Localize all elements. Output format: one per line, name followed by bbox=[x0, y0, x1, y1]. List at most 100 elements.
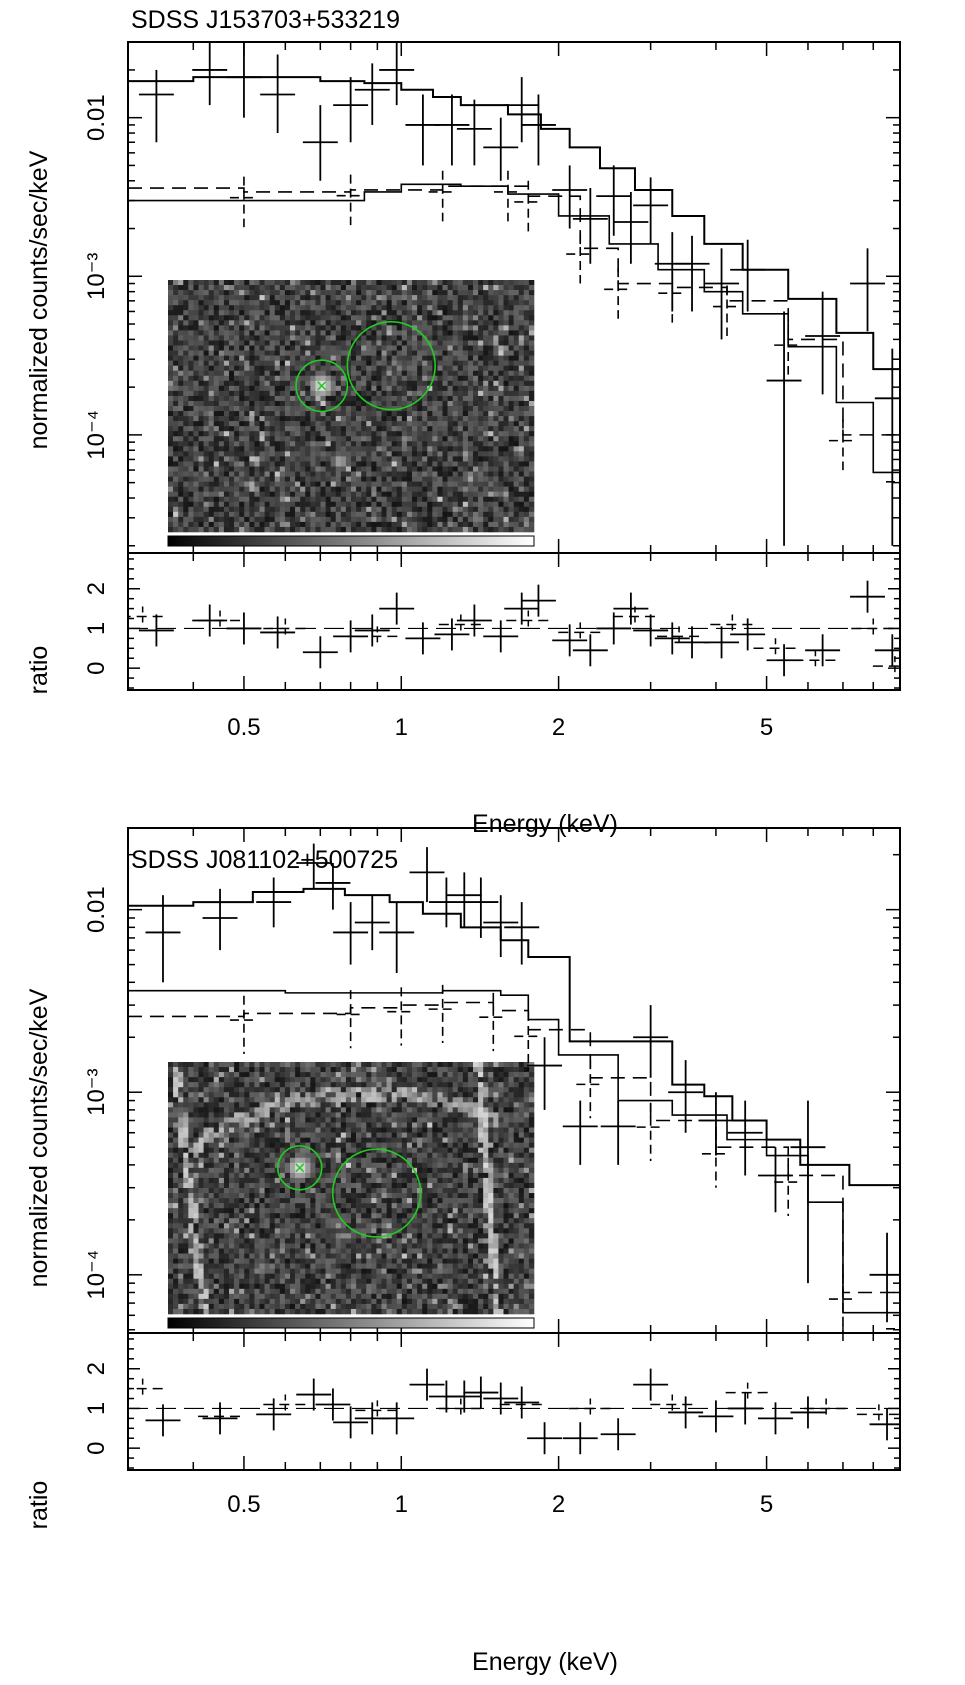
inset-pixel bbox=[290, 1082, 295, 1087]
inset-pixel bbox=[397, 492, 402, 497]
inset-pixel bbox=[458, 416, 463, 421]
inset-pixel bbox=[204, 325, 209, 330]
inset-pixel bbox=[463, 522, 468, 527]
inset-pixel bbox=[422, 456, 427, 461]
inset-pixel bbox=[305, 497, 310, 502]
inset-pixel bbox=[488, 492, 493, 497]
inset-pixel bbox=[199, 1102, 204, 1107]
inset-pixel bbox=[321, 1072, 326, 1077]
inset-pixel bbox=[265, 280, 270, 285]
inset-pixel bbox=[493, 487, 498, 492]
inset-pixel bbox=[366, 391, 371, 396]
inset-pixel bbox=[453, 1102, 458, 1107]
inset-pixel bbox=[234, 431, 239, 436]
inset-pixel bbox=[412, 487, 417, 492]
inset-pixel bbox=[321, 401, 326, 406]
inset-pixel bbox=[366, 451, 371, 456]
inset-pixel bbox=[193, 335, 198, 340]
inset-pixel bbox=[437, 502, 442, 507]
inset-pixel bbox=[427, 1117, 432, 1122]
inset-pixel bbox=[188, 1117, 193, 1122]
inset-pixel bbox=[290, 416, 295, 421]
inset-pixel bbox=[366, 1112, 371, 1117]
inset-pixel bbox=[422, 482, 427, 487]
inset-pixel bbox=[458, 340, 463, 345]
inset-pixel bbox=[356, 492, 361, 497]
inset-pixel bbox=[260, 1097, 265, 1102]
inset-pixel bbox=[321, 361, 326, 366]
inset-pixel bbox=[188, 436, 193, 441]
inset-pixel bbox=[229, 446, 234, 451]
inset-pixel bbox=[412, 330, 417, 335]
inset-pixel bbox=[493, 482, 498, 487]
inset-pixel bbox=[239, 461, 244, 466]
inset-pixel bbox=[493, 361, 498, 366]
inset-pixel bbox=[295, 492, 300, 497]
inset-pixel bbox=[514, 456, 519, 461]
inset-pixel bbox=[382, 426, 387, 431]
inset-pixel bbox=[529, 477, 534, 482]
inset-pixel bbox=[387, 351, 392, 356]
inset-pixel bbox=[290, 466, 295, 471]
inset-pixel bbox=[336, 1092, 341, 1097]
inset-pixel bbox=[178, 436, 183, 441]
inset-pixel bbox=[478, 330, 483, 335]
inset-pixel bbox=[209, 401, 214, 406]
inset-pixel bbox=[356, 305, 361, 310]
inset-pixel bbox=[504, 466, 509, 471]
inset-pixel bbox=[468, 441, 473, 446]
inset-pixel bbox=[509, 431, 514, 436]
inset-pixel bbox=[249, 517, 254, 522]
inset-pixel bbox=[483, 1067, 488, 1072]
inset-pixel bbox=[244, 300, 249, 305]
inset-pixel bbox=[463, 1102, 468, 1107]
inset-pixel bbox=[249, 396, 254, 401]
inset-pixel bbox=[183, 1082, 188, 1087]
inset-pixel bbox=[315, 300, 320, 305]
inset-pixel bbox=[270, 441, 275, 446]
inset-pixel bbox=[305, 1112, 310, 1117]
inset-pixel bbox=[443, 280, 448, 285]
inset-pixel bbox=[239, 361, 244, 366]
inset-pixel bbox=[509, 361, 514, 366]
inset-pixel bbox=[224, 502, 229, 507]
inset-pixel bbox=[204, 285, 209, 290]
inset-pixel bbox=[509, 1062, 514, 1067]
inset-pixel bbox=[326, 487, 331, 492]
inset-pixel bbox=[275, 497, 280, 502]
inset-pixel bbox=[239, 487, 244, 492]
inset-pixel bbox=[397, 461, 402, 466]
inset-pixel bbox=[290, 305, 295, 310]
inset-pixel bbox=[239, 512, 244, 517]
inset-pixel bbox=[168, 466, 173, 471]
inset-pixel bbox=[458, 456, 463, 461]
inset-pixel bbox=[488, 386, 493, 391]
inset-pixel bbox=[397, 295, 402, 300]
inset-pixel bbox=[407, 451, 412, 456]
inset-pixel bbox=[234, 285, 239, 290]
inset-pixel bbox=[244, 1082, 249, 1087]
inset-pixel bbox=[254, 361, 259, 366]
inset-pixel bbox=[493, 1102, 498, 1107]
inset-pixel bbox=[376, 315, 381, 320]
inset-pixel bbox=[392, 295, 397, 300]
inset-pixel bbox=[488, 391, 493, 396]
inset-pixel bbox=[341, 482, 346, 487]
inset-pixel bbox=[204, 401, 209, 406]
inset-pixel bbox=[183, 346, 188, 351]
inset-pixel bbox=[524, 340, 529, 345]
inset-pixel bbox=[280, 507, 285, 512]
inset-pixel bbox=[397, 1117, 402, 1122]
inset-pixel bbox=[275, 466, 280, 471]
inset-pixel bbox=[382, 1107, 387, 1112]
inset-pixel bbox=[448, 527, 453, 532]
inset-pixel bbox=[315, 507, 320, 512]
inset-pixel bbox=[478, 1092, 483, 1097]
inset-pixel bbox=[173, 351, 178, 356]
inset-pixel bbox=[280, 512, 285, 517]
inset-pixel bbox=[290, 512, 295, 517]
inset-pixel bbox=[463, 396, 468, 401]
inset-pixel bbox=[493, 381, 498, 386]
inset-pixel bbox=[412, 305, 417, 310]
inset-pixel bbox=[331, 492, 336, 497]
